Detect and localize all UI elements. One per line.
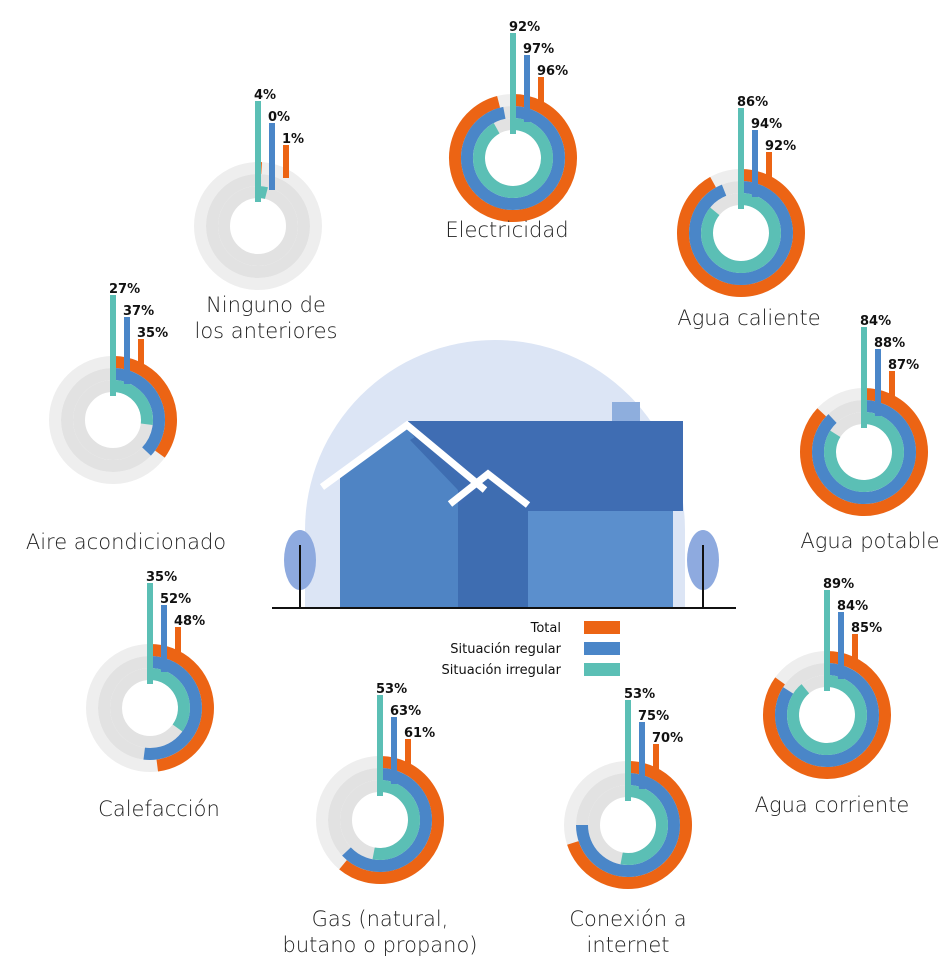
total-value-label: 1% [282, 132, 304, 147]
radial-chart: 53% 63% 61% Gas (natural, butano o propano) [283, 682, 478, 957]
charts-layer: 92% 97% 96% Electricidad 86% 94% 92% Agua calie… [26, 20, 940, 957]
total-arc [449, 94, 577, 222]
total-value-label: 70% [652, 731, 683, 746]
regular-value-label: 63% [390, 704, 421, 719]
total-value-label: 85% [851, 621, 882, 636]
irregular-arc [824, 412, 904, 492]
radial-chart: 84% 88% 87% Agua potable [800, 314, 940, 553]
regular-value-label: 94% [751, 117, 782, 132]
radial-chart: 35% 52% 48% Calefacción [86, 570, 220, 821]
total-value-label: 48% [174, 614, 205, 629]
regular-value-label: 52% [160, 592, 191, 607]
category-label: Agua caliente [677, 306, 820, 330]
regular-value-label: 88% [874, 336, 905, 351]
legend-label: Situación regular [450, 642, 561, 657]
regular-value-label: 37% [123, 304, 154, 319]
category-label: Agua potable [800, 529, 939, 553]
total-arc [763, 651, 891, 779]
house-illustration [272, 340, 736, 609]
legend-label: Situación irregular [442, 663, 562, 678]
total-value-label: 96% [537, 64, 568, 79]
regular-arc [576, 773, 680, 877]
total-value-label: 61% [404, 726, 435, 741]
category-label: Ninguno de los anteriores [195, 293, 338, 343]
irregular-value-label: 27% [109, 282, 140, 297]
regular-value-label: 0% [268, 110, 290, 125]
legend-swatch [584, 621, 620, 634]
total-value-label: 35% [137, 326, 168, 341]
regular-value-label: 97% [523, 42, 554, 57]
irregular-value-label: 4% [254, 88, 276, 103]
irregular-value-label: 84% [860, 314, 891, 329]
regular-arc [812, 400, 916, 504]
category-label: Conexión a internet [569, 907, 686, 957]
radial-chart: 27% 37% 35% Aire acondicionado [26, 282, 226, 554]
legend-label: Total [530, 621, 561, 636]
total-arc [339, 756, 444, 884]
irregular-arc [473, 118, 553, 198]
regular-value-label: 84% [837, 599, 868, 614]
radial-chart: 4% 0% 1% Ninguno de los anteriores [194, 88, 338, 343]
radial-chart: 86% 94% 92% Agua caliente [677, 95, 821, 330]
irregular-value-label: 53% [376, 682, 407, 697]
irregular-track [218, 186, 298, 266]
regular-arc [775, 663, 879, 767]
irregular-arc [372, 780, 420, 860]
regular-value-label: 75% [638, 709, 669, 724]
regular-arc [342, 768, 432, 872]
irregular-value-label: 92% [509, 20, 540, 35]
total-arc [800, 388, 928, 516]
category-label: Gas (natural, butano o propano) [283, 907, 478, 957]
total-arc [149, 644, 214, 772]
total-value-label: 92% [765, 139, 796, 154]
irregular-arc [787, 675, 867, 755]
regular-arc [461, 106, 565, 210]
total-arc [567, 761, 692, 889]
irregular-arc [620, 785, 668, 865]
legend: Total Situación regular Situación irregula… [442, 621, 620, 678]
irregular-value-label: 53% [624, 687, 655, 702]
category-label: Agua corriente [755, 793, 910, 817]
legend-swatch [584, 663, 620, 676]
irregular-arc [701, 193, 781, 273]
regular-arc [689, 181, 793, 285]
category-label: Electricidad [445, 218, 568, 242]
irregular-arc [112, 380, 153, 426]
category-label: Aire acondicionado [26, 530, 226, 554]
irregular-value-label: 35% [146, 570, 177, 585]
irregular-value-label: 86% [737, 95, 768, 110]
category-label: Calefacción [98, 797, 220, 821]
irregular-value-label: 89% [823, 577, 854, 592]
radial-chart: 89% 84% 85% Agua corriente [755, 577, 910, 817]
total-value-label: 87% [888, 358, 919, 373]
radial-chart: 92% 97% 96% Electricidad [445, 20, 577, 242]
radial-chart: 53% 75% 70% Conexión a internet [564, 687, 692, 957]
legend-swatch [584, 642, 620, 655]
total-arc [677, 169, 805, 297]
irregular-arc [149, 668, 190, 732]
regular-arc [143, 656, 202, 760]
